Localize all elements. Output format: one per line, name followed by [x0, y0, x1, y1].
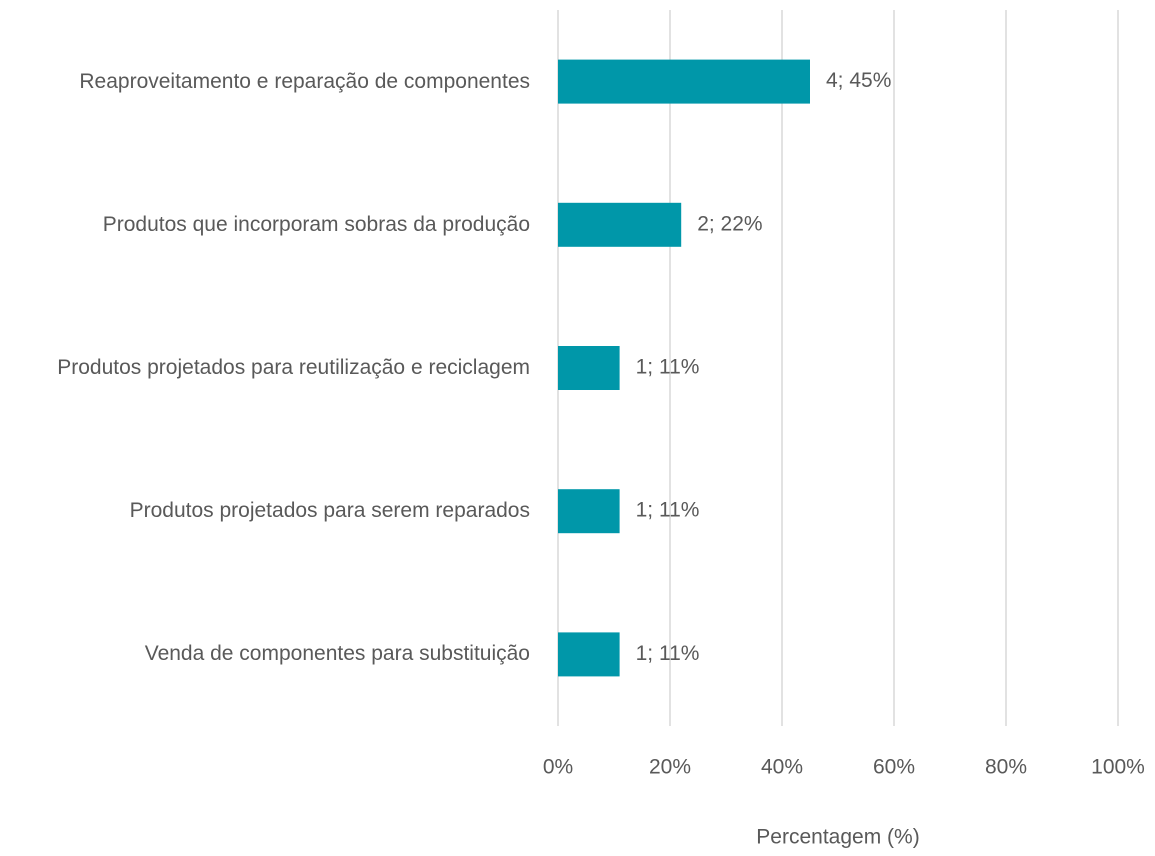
data-label: 4; 45% — [826, 69, 891, 92]
bar — [558, 202, 682, 247]
bar — [558, 346, 620, 390]
category-text: Produtos que incorporam sobras da produç… — [102, 212, 530, 236]
y-tick-label: Produtos projetados para reutilização e … — [10, 328, 530, 408]
data-label: 1; 11% — [636, 642, 700, 665]
data-label: 2; 22% — [697, 212, 762, 235]
bar — [558, 489, 620, 534]
category-text: Produtos projetados para serem reparados — [129, 499, 530, 523]
y-tick-label: Venda de componentes para substituição — [10, 614, 530, 694]
bar — [558, 59, 810, 104]
x-tick-label: 0% — [543, 756, 573, 779]
x-axis-title: Percentagem (%) — [756, 826, 919, 849]
x-tick-label: 20% — [649, 756, 691, 779]
data-label: 1; 11% — [636, 499, 700, 522]
x-tick-label: 80% — [985, 756, 1027, 779]
y-tick-label: Produtos que incorporam sobras da produç… — [10, 185, 530, 265]
y-tick-label: Produtos projetados para serem reparados — [10, 471, 530, 551]
y-tick-label: Reaproveitamento e reparação de componen… — [10, 42, 530, 122]
bar — [558, 632, 620, 677]
x-tick-label: 100% — [1091, 756, 1145, 779]
data-label: 1; 11% — [636, 356, 700, 379]
category-text: Venda de componentes para substituição — [144, 642, 530, 666]
x-tick-label: 60% — [873, 756, 915, 779]
x-tick-label: 40% — [761, 756, 803, 779]
category-text: Produtos projetados para reutilização e … — [57, 356, 530, 379]
category-text: Reaproveitamento e reparação de componen… — [79, 69, 530, 93]
